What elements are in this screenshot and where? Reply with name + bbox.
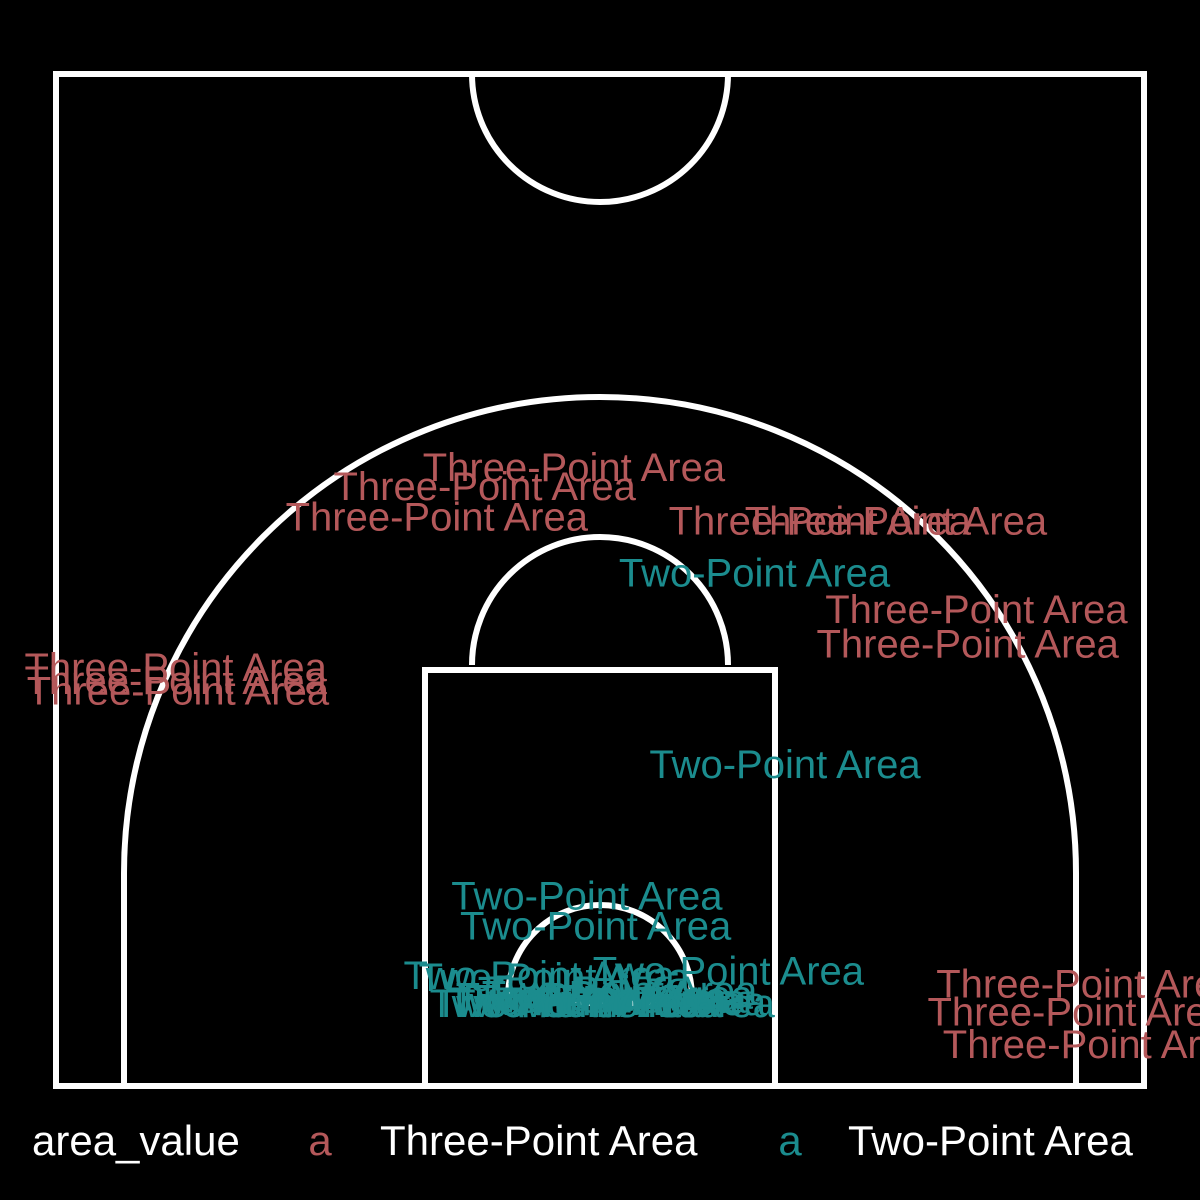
legend-title: area_value <box>32 1117 240 1164</box>
paint-lane <box>422 667 778 1089</box>
court-lines <box>53 71 1147 1089</box>
legend-key-two-point: a <box>778 1117 802 1164</box>
shot-label-two-point: Two-Point Area <box>467 978 739 1022</box>
shot-label-two-point: Two-Point Area <box>460 904 732 948</box>
shot-label-two-point: Two-Point Area <box>486 969 758 1013</box>
shot-label-three-point: Three-Point Area <box>943 1023 1200 1067</box>
shot-label-three-point: Three-Point Area <box>25 646 328 690</box>
shot-label-two-point: Two-Point Area <box>482 973 754 1017</box>
shot-label-two-point: Two-Point Area <box>403 954 675 998</box>
shot-label-two-point: Two-Point Area <box>447 980 719 1024</box>
shot-label-two-point: Two-Point Area <box>451 874 723 918</box>
shot-label-two-point: Two-Point Area <box>504 982 776 1026</box>
legend-label-two-point: Two-Point Area <box>848 1117 1133 1164</box>
shot-label-two-point: Two-Point Area <box>456 975 728 1019</box>
shot-label-three-point: Three-Point Area <box>669 500 972 544</box>
legend: area_value a Three-Point Area a Two-Poin… <box>32 1117 1133 1164</box>
shot-label-three-point: Three-Point Area <box>334 465 637 509</box>
shot-label-three-point: Three-Point Area <box>817 622 1120 666</box>
shot-label-two-point: Two-Point Area <box>434 982 706 1026</box>
shot-label-three-point: Three-Point Area <box>286 495 589 539</box>
three-point-line <box>121 394 1079 1086</box>
shot-label-two-point: Two-Point Area <box>475 978 747 1022</box>
shot-label-two-point: Two-Point Area <box>430 982 702 1026</box>
shot-label-three-point: Three-Point Area <box>423 446 726 490</box>
shot-label-two-point: Two-Point Area <box>419 956 691 1000</box>
center-circle-arc <box>469 73 731 205</box>
shot-label-three-point: Three-Point Area <box>936 963 1200 1007</box>
shot-label-two-point: Two-Point Area <box>593 950 865 994</box>
shot-label-three-point: Three-Point Area <box>928 990 1200 1034</box>
restricted-area <box>505 902 695 998</box>
legend-key-three-point: a <box>308 1117 332 1164</box>
shot-label-three-point: Three-Point Area <box>27 670 330 714</box>
shot-label-two-point: Two-Point Area <box>619 551 891 595</box>
shot-label-two-point: Two-Point Area <box>451 982 723 1026</box>
shot-label-two-point: Two-Point Area <box>649 743 921 787</box>
shot-label-two-point: Two-Point Area <box>495 980 767 1024</box>
free-throw-circle <box>469 534 731 666</box>
legend-label-three-point: Three-Point Area <box>380 1117 698 1164</box>
shot-label-three-point: Three-Point Area <box>745 500 1048 544</box>
shot-label-three-point: Three-Point Area <box>25 659 328 703</box>
shot-label-three-point: Three-Point Area <box>825 588 1128 632</box>
